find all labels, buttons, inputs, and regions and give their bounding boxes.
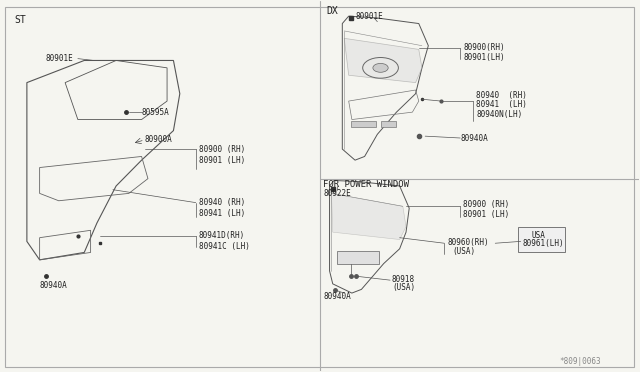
Text: *809|0063: *809|0063 — [559, 357, 600, 366]
FancyBboxPatch shape — [337, 251, 379, 263]
Text: FOR POWER WINDOW: FOR POWER WINDOW — [323, 180, 409, 189]
Text: 80941D(RH): 80941D(RH) — [199, 231, 245, 240]
Text: 80941C (LH): 80941C (LH) — [199, 243, 250, 251]
Text: 80900 (RH): 80900 (RH) — [199, 145, 245, 154]
FancyBboxPatch shape — [518, 227, 565, 253]
FancyBboxPatch shape — [381, 121, 396, 127]
Text: 80900A: 80900A — [145, 135, 173, 144]
Text: ST: ST — [14, 15, 26, 25]
Text: DX: DX — [326, 6, 338, 16]
Text: 80940A: 80940A — [460, 134, 488, 142]
Text: (USA): (USA) — [393, 283, 416, 292]
Text: 80941 (LH): 80941 (LH) — [199, 209, 245, 218]
Text: 80940N(LH): 80940N(LH) — [476, 109, 522, 119]
Text: USA: USA — [532, 231, 545, 240]
Text: 80901E: 80901E — [355, 12, 383, 22]
Text: 80941  (LH): 80941 (LH) — [476, 100, 527, 109]
Text: 80960(RH): 80960(RH) — [447, 238, 489, 247]
Text: 80918: 80918 — [392, 275, 415, 283]
Text: 80940A: 80940A — [40, 281, 67, 290]
Text: 80901 (LH): 80901 (LH) — [463, 210, 509, 219]
Text: 80900(RH): 80900(RH) — [463, 43, 505, 52]
Text: 80901(LH): 80901(LH) — [463, 53, 505, 62]
FancyBboxPatch shape — [351, 121, 376, 127]
Text: 80940  (RH): 80940 (RH) — [476, 91, 527, 100]
Polygon shape — [344, 38, 422, 83]
Text: 80961(LH): 80961(LH) — [523, 239, 564, 248]
Text: 80901 (LH): 80901 (LH) — [199, 155, 245, 165]
Circle shape — [373, 63, 388, 72]
Text: 80922E: 80922E — [323, 189, 351, 198]
Text: 80940A: 80940A — [323, 292, 351, 301]
Text: 80595A: 80595A — [141, 108, 170, 117]
Polygon shape — [332, 193, 406, 240]
Text: 80901E: 80901E — [46, 54, 74, 63]
Text: 80940 (RH): 80940 (RH) — [199, 198, 245, 207]
Text: 80900 (RH): 80900 (RH) — [463, 200, 509, 209]
Text: (USA): (USA) — [452, 247, 476, 256]
